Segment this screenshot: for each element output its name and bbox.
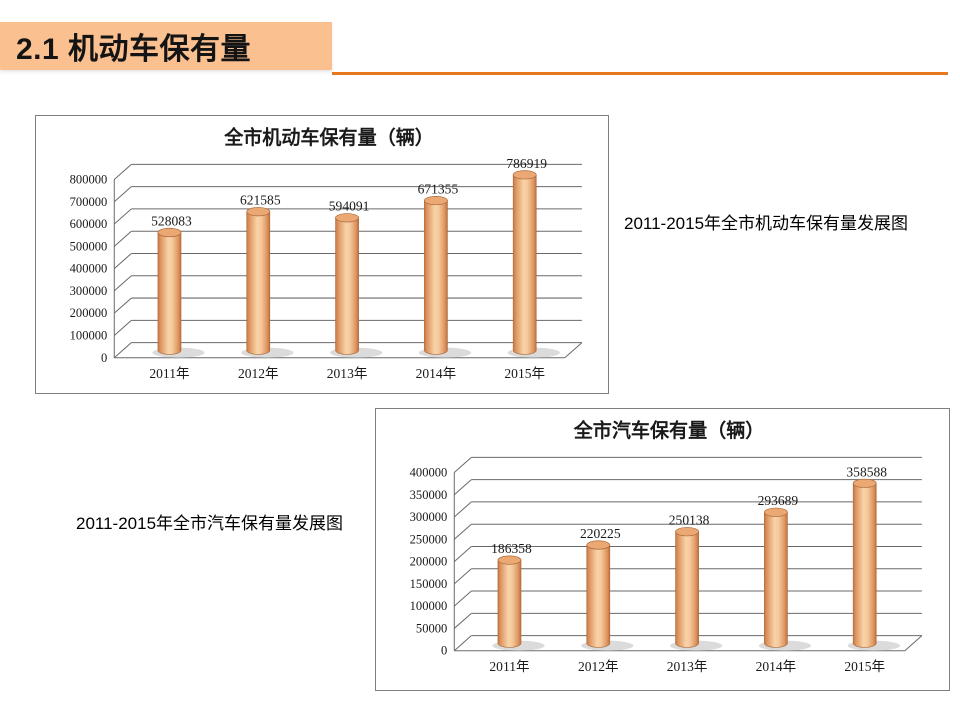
bar-data-label: 250138	[669, 513, 710, 528]
x-axis-category-label: 2013年	[667, 659, 708, 674]
x-axis-category-label: 2012年	[578, 659, 619, 674]
title-underline-rule	[332, 72, 948, 75]
bar-data-label: 621585	[240, 193, 281, 208]
bar-data-label: 594091	[329, 199, 370, 214]
gridline-depth-connector	[113, 297, 132, 314]
bar-data-label: 186358	[491, 541, 532, 556]
bar-cylinder-top	[675, 527, 699, 537]
gridline-depth-connector	[453, 546, 472, 562]
gridline-depth-connector	[453, 590, 472, 607]
y-axis-tick-label: 0	[441, 644, 447, 658]
bar-cylinder-body	[852, 483, 877, 648]
bar-data-label: 671355	[418, 182, 459, 197]
y-axis-tick-label: 100000	[70, 328, 108, 342]
gridline-depth-connector	[113, 319, 132, 336]
bar-cylinder-top	[852, 478, 877, 488]
bar-cylinder-body	[335, 217, 359, 355]
bar-data-label: 358588	[846, 464, 887, 479]
y-axis-tick-label: 350000	[410, 488, 448, 502]
y-axis-tick-label: 0	[101, 351, 107, 365]
gridline-depth-connector	[113, 208, 132, 225]
gridline-depth-connector	[113, 253, 132, 269]
bar-data-label: 528083	[151, 213, 192, 228]
bar-cylinder-top	[335, 213, 359, 223]
y-axis-tick-label: 400000	[410, 465, 448, 479]
x-axis-category-label: 2015年	[504, 366, 545, 381]
x-axis-category-label: 2011年	[489, 659, 529, 674]
bar-cylinder-body	[497, 559, 522, 648]
gridline-depth-connector	[453, 568, 472, 585]
gridline-depth-connector	[453, 612, 472, 629]
y-axis-tick-label: 400000	[70, 262, 108, 276]
bar-cylinder-top	[497, 555, 522, 565]
y-axis-tick-label: 50000	[416, 621, 447, 635]
y-axis-tick-label: 250000	[410, 532, 448, 546]
bar-cylinder-top	[424, 195, 448, 206]
slide-title-block: 2.1 机动车保有量	[0, 22, 332, 70]
bar-cylinder-top	[764, 507, 788, 517]
y-axis-tick-label: 150000	[410, 577, 448, 591]
gridline-depth-connector	[453, 501, 472, 518]
automobile-chart-frame: 0 50000 100000 150000 200000 250000 300000 3500…	[375, 408, 950, 691]
gridline-depth-connector	[113, 342, 132, 359]
bar-cylinder-body	[675, 531, 699, 648]
chart-title: 全市机动车保有量（辆）	[223, 126, 434, 149]
y-axis-tick-label: 300000	[410, 510, 448, 524]
bar-data-label: 293689	[758, 493, 799, 508]
x-axis-category-label: 2015年	[844, 659, 885, 674]
bar-cylinder-body	[586, 544, 611, 648]
gridline-depth-connector	[113, 163, 132, 180]
bar-cylinder-body	[512, 174, 537, 355]
floor-right-edge	[564, 342, 583, 359]
x-axis-category-label: 2014年	[416, 366, 457, 381]
bar-cylinder-body	[764, 511, 788, 648]
bar-cylinder-top	[246, 207, 271, 217]
bar-cylinder-top	[512, 170, 537, 180]
x-axis-category-label: 2011年	[149, 366, 189, 381]
y-axis-tick-label: 500000	[70, 239, 108, 253]
bar-cylinder-body	[246, 211, 271, 355]
y-axis-tick-label: 700000	[70, 195, 108, 209]
motor-vehicle-chart: 0 100000 200000 300000 400000 500000 600000 700…	[70, 126, 583, 381]
gridline-depth-connector	[453, 456, 472, 473]
chart-title: 全市汽车保有量（辆）	[573, 419, 765, 442]
y-axis-tick-label: 800000	[70, 172, 108, 186]
slide-title: 2.1 机动车保有量	[16, 33, 252, 66]
y-axis-tick-label: 600000	[70, 217, 108, 231]
gridline-depth-connector	[113, 230, 132, 247]
y-axis-tick-label: 200000	[70, 306, 108, 320]
gridline-depth-connector	[113, 186, 132, 203]
bar-cylinder-body	[424, 200, 448, 355]
caption-automobile-chart: 2011-2015年全市汽车保有量发展图	[76, 514, 344, 533]
x-axis-category-label: 2012年	[238, 366, 279, 381]
y-axis-tick-label: 200000	[410, 555, 448, 569]
gridline-depth-connector	[453, 635, 472, 652]
gridline-depth-connector	[113, 275, 132, 292]
bar-cylinder-body	[157, 232, 182, 355]
x-axis-category-label: 2013年	[327, 366, 368, 381]
automobile-chart: 0 50000 100000 150000 200000 250000 300000 3500…	[410, 419, 923, 674]
x-axis-category-label: 2014年	[756, 659, 797, 674]
bar-cylinder-top	[586, 540, 611, 550]
floor-right-edge	[904, 635, 923, 652]
y-axis-tick-label: 100000	[410, 599, 448, 613]
bar-cylinder-top	[157, 227, 182, 238]
motor-vehicle-chart-frame: 0 100000 200000 300000 400000 500000 600000 700…	[35, 115, 609, 394]
bar-data-label: 786919	[506, 156, 547, 171]
y-axis-tick-label: 300000	[70, 284, 108, 298]
caption-motor-vehicle-chart: 2011-2015年全市机动车保有量发展图	[624, 214, 909, 233]
gridline-depth-connector	[453, 479, 472, 496]
bar-data-label: 220225	[580, 526, 621, 541]
gridline-depth-connector	[453, 523, 472, 540]
